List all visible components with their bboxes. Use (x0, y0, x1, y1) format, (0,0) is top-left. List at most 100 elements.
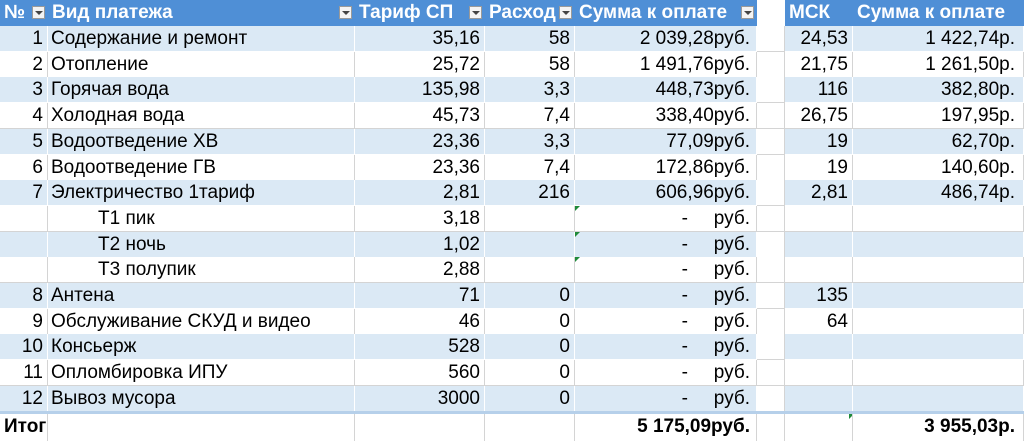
sum-cell[interactable]: 606,96руб. (575, 180, 757, 207)
payment-name-cell[interactable]: Водоотведение ГВ (48, 154, 355, 181)
sum-cell[interactable]: - руб. (575, 257, 757, 284)
payment-name-cell[interactable]: Т3 полупик (48, 257, 355, 284)
msk-cell[interactable] (785, 334, 853, 361)
sum-cell[interactable]: - руб. (575, 283, 757, 309)
sum2-cell[interactable] (853, 257, 1024, 284)
msk-cell[interactable]: 21,75 (785, 51, 853, 78)
tariff-cell[interactable]: 25,72 (355, 51, 485, 78)
tariff-cell[interactable]: 135,98 (355, 77, 485, 104)
sum-cell[interactable]: - руб. (575, 308, 757, 335)
filter-dropdown-icon[interactable] (559, 6, 572, 19)
sum-cell[interactable]: - руб. (575, 334, 757, 361)
total-empty-cell[interactable] (355, 414, 485, 441)
header-num-cell[interactable]: № (0, 0, 48, 26)
row-number-cell[interactable]: 12 (0, 385, 48, 412)
tariff-cell[interactable]: 23,36 (355, 154, 485, 181)
payment-name-cell[interactable]: Горячая вода (48, 77, 355, 104)
sum2-cell[interactable] (853, 385, 1024, 412)
payment-name-cell[interactable]: Обслуживание СКУД и видео (48, 308, 355, 335)
row-number-cell[interactable]: 7 (0, 180, 48, 207)
sum2-cell[interactable]: 140,60р. (853, 154, 1024, 181)
sum-cell[interactable]: - руб. (575, 385, 757, 412)
tariff-cell[interactable]: 71 (355, 283, 485, 309)
usage-cell[interactable]: 58 (485, 51, 575, 78)
filter-dropdown-icon[interactable] (339, 6, 352, 19)
payment-name-cell[interactable]: Водоотведение ХВ (48, 128, 355, 155)
payment-name-cell[interactable]: Отопление (48, 51, 355, 78)
usage-cell[interactable]: 0 (485, 334, 575, 361)
msk-cell[interactable]: 116 (785, 77, 853, 104)
sum2-cell[interactable] (853, 308, 1024, 335)
tariff-cell[interactable]: 528 (355, 334, 485, 361)
sum-cell[interactable]: 77,09руб. (575, 128, 757, 155)
tariff-cell[interactable]: 560 (355, 360, 485, 387)
total-empty-cell[interactable] (48, 414, 355, 441)
row-number-cell[interactable]: 1 (0, 26, 48, 52)
usage-cell[interactable]: 0 (485, 283, 575, 309)
row-number-cell[interactable]: 9 (0, 308, 48, 335)
header-sum-cell[interactable]: Сумма к оплате (575, 0, 757, 26)
header-usage-cell[interactable]: Расход (485, 0, 575, 26)
sum2-cell[interactable]: 1 261,50р. (853, 51, 1024, 78)
row-number-cell[interactable] (0, 257, 48, 284)
header-payment-cell[interactable]: Вид платежа (48, 0, 355, 26)
payment-name-cell[interactable]: Содержание и ремонт (48, 26, 355, 52)
msk-cell[interactable] (785, 385, 853, 412)
total-empty-cell[interactable] (485, 414, 575, 441)
tariff-cell[interactable]: 1,02 (355, 231, 485, 258)
row-number-cell[interactable]: 11 (0, 360, 48, 387)
msk-cell[interactable]: 135 (785, 283, 853, 309)
row-number-cell[interactable]: 4 (0, 103, 48, 130)
payment-name-cell[interactable]: Консьерж (48, 334, 355, 361)
filter-dropdown-icon[interactable] (741, 6, 754, 19)
tariff-cell[interactable]: 35,16 (355, 26, 485, 52)
usage-cell[interactable] (485, 231, 575, 258)
msk-cell[interactable] (785, 360, 853, 387)
sum-cell[interactable]: 172,86руб. (575, 154, 757, 181)
tariff-cell[interactable]: 23,36 (355, 128, 485, 155)
usage-cell[interactable] (485, 257, 575, 284)
total-sum2[interactable]: 3 955,03р. (853, 414, 1024, 441)
usage-cell[interactable]: 3,3 (485, 128, 575, 155)
msk-cell[interactable]: 2,81 (785, 180, 853, 207)
usage-cell[interactable]: 3,3 (485, 77, 575, 104)
sum2-cell[interactable]: 486,74р. (853, 180, 1024, 207)
filter-dropdown-icon[interactable] (469, 6, 482, 19)
sum-cell[interactable]: 338,40руб. (575, 103, 757, 130)
usage-cell[interactable]: 0 (485, 385, 575, 412)
sum2-cell[interactable]: 382,80р. (853, 77, 1024, 104)
tariff-cell[interactable]: 2,81 (355, 180, 485, 207)
msk-cell[interactable]: 26,75 (785, 103, 853, 130)
row-number-cell[interactable]: 10 (0, 334, 48, 361)
total-sum[interactable]: 5 175,09руб. (575, 414, 757, 441)
header-tariff-cell[interactable]: Тариф СП (355, 0, 485, 26)
tariff-cell[interactable]: 46 (355, 308, 485, 335)
tariff-cell[interactable]: 2,88 (355, 257, 485, 284)
row-number-cell[interactable]: 2 (0, 51, 48, 78)
row-number-cell[interactable] (0, 231, 48, 258)
sum-cell[interactable]: 1 491,76руб. (575, 51, 757, 78)
sum2-cell[interactable]: 62,70р. (853, 128, 1024, 155)
header-msk-cell[interactable]: МСК (785, 0, 853, 26)
msk-cell[interactable]: 19 (785, 154, 853, 181)
total-empty-cell[interactable] (785, 414, 853, 441)
msk-cell[interactable] (785, 257, 853, 284)
sum2-cell[interactable] (853, 231, 1024, 258)
payment-name-cell[interactable]: Т1 пик (48, 205, 355, 232)
row-number-cell[interactable] (0, 205, 48, 232)
payment-name-cell[interactable]: Вывоз мусора (48, 385, 355, 412)
payment-name-cell[interactable]: Опломбировка ИПУ (48, 360, 355, 387)
filter-dropdown-icon[interactable] (32, 6, 45, 19)
msk-cell[interactable]: 64 (785, 308, 853, 335)
sum2-cell[interactable]: 1 422,74р. (853, 26, 1024, 52)
payment-name-cell[interactable]: Антена (48, 283, 355, 309)
sum2-cell[interactable] (853, 334, 1024, 361)
msk-cell[interactable] (785, 205, 853, 232)
usage-cell[interactable]: 216 (485, 180, 575, 207)
row-number-cell[interactable]: 5 (0, 128, 48, 155)
payment-name-cell[interactable]: Электричество 1тариф (48, 180, 355, 207)
header-sum2-cell[interactable]: Сумма к оплате (853, 0, 1024, 26)
total-label[interactable]: Итог (0, 414, 48, 441)
msk-cell[interactable]: 19 (785, 128, 853, 155)
tariff-cell[interactable]: 3,18 (355, 205, 485, 232)
